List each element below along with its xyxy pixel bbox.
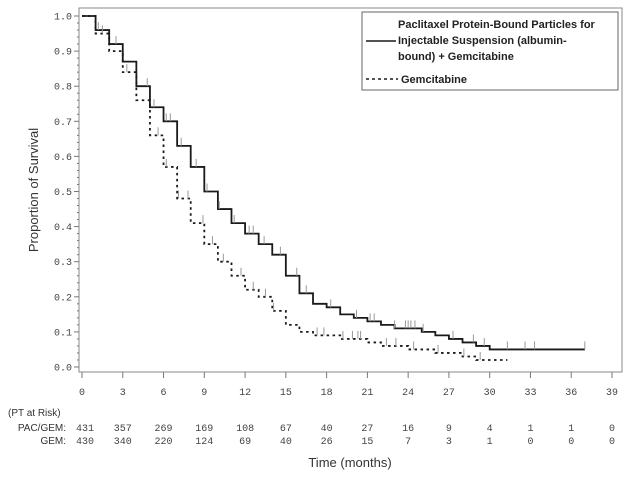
risk-value: 0 — [568, 437, 574, 448]
y-tick-label: 0.5 — [54, 188, 72, 199]
risk-value: 431 — [76, 424, 94, 435]
risk-value: 340 — [114, 437, 132, 448]
legend-label-gem: Gemcitabine — [401, 74, 467, 86]
risk-value: 4 — [487, 424, 493, 435]
risk-value: 1 — [487, 437, 493, 448]
y-tick-label: 0.7 — [54, 118, 72, 129]
y-tick-label: 0.3 — [54, 258, 72, 269]
risk-value: 1 — [527, 424, 533, 435]
risk-value: 7 — [405, 437, 411, 448]
risk-value: 0 — [527, 437, 533, 448]
risk-value: 9 — [446, 424, 452, 435]
y-axis-label: Proportion of Survival — [26, 128, 41, 252]
x-axis: 0 3 6 9 12 15 18 21 24 27 30 33 36 39 — [79, 372, 618, 399]
x-tick-label: 9 — [201, 388, 207, 399]
risk-value: 357 — [114, 424, 132, 435]
y-tick-label: 0.1 — [54, 328, 72, 339]
x-tick-label: 12 — [239, 388, 251, 399]
x-tick-label: 6 — [161, 388, 167, 399]
risk-row-label-pacgem: PAC/GEM: — [18, 423, 66, 434]
risk-value: 3 — [446, 437, 452, 448]
risk-table-header: (PT at Risk) — [8, 408, 61, 419]
risk-value: 27 — [361, 424, 373, 435]
risk-value: 169 — [195, 424, 213, 435]
risk-value: 40 — [280, 437, 292, 448]
series-layer — [82, 15, 586, 361]
x-tick-label: 36 — [565, 388, 577, 399]
x-tick-label: 15 — [280, 388, 292, 399]
risk-value: 67 — [280, 424, 292, 435]
legend: Paclitaxel Protein-Bound Particles for I… — [361, 11, 619, 91]
plot-frame — [78, 7, 623, 373]
legend-label-pac-line3: bound) + Gemcitabine — [398, 51, 514, 63]
risk-value: 124 — [195, 437, 213, 448]
y-tick-label: 0.4 — [54, 223, 72, 234]
y-tick-label: 0.6 — [54, 153, 72, 164]
x-tick-label: 30 — [484, 388, 496, 399]
x-tick-label: 24 — [402, 388, 414, 399]
risk-value: 1 — [568, 424, 574, 435]
risk-value: 108 — [236, 424, 254, 435]
risk-value: 69 — [239, 437, 251, 448]
series-line-pac-gem — [82, 15, 585, 351]
x-tick-label: 18 — [321, 388, 333, 399]
x-tick-label: 33 — [524, 388, 536, 399]
y-tick-label: 0.2 — [54, 293, 72, 304]
risk-value: 220 — [155, 437, 173, 448]
risk-value: 26 — [321, 437, 333, 448]
risk-value: 0 — [609, 424, 615, 435]
legend-label-pac-line2: Injectable Suspension (albumin- — [398, 35, 567, 47]
risk-value: 0 — [609, 437, 615, 448]
risk-value: 40 — [321, 424, 333, 435]
risk-value: 430 — [76, 437, 94, 448]
y-tick-label: 0.8 — [54, 83, 72, 94]
risk-value: 269 — [155, 424, 173, 435]
risk-row-label-gem: GEM: — [40, 436, 66, 447]
x-tick-label: 39 — [606, 388, 618, 399]
legend-label-pac-line1: Paclitaxel Protein-Bound Particles for — [398, 19, 596, 31]
risk-value: 16 — [402, 424, 414, 435]
risk-value: 15 — [361, 437, 373, 448]
y-tick-label: 0.9 — [54, 48, 72, 59]
y-tick-label: 0.0 — [54, 364, 72, 375]
series-line-gem — [82, 15, 508, 361]
legend-box — [361, 11, 619, 91]
x-tick-label: 27 — [443, 388, 455, 399]
x-tick-label: 0 — [79, 388, 85, 399]
y-tick-label: 1.0 — [54, 13, 72, 24]
x-axis-label: Time (months) — [308, 455, 391, 470]
x-tick-label: 21 — [361, 388, 373, 399]
y-axis: 0.0 0.1 0.2 0.3 0.4 0.5 0.6 0.7 0.8 0.9 1.0 — [54, 13, 79, 375]
x-tick-label: 3 — [120, 388, 126, 399]
